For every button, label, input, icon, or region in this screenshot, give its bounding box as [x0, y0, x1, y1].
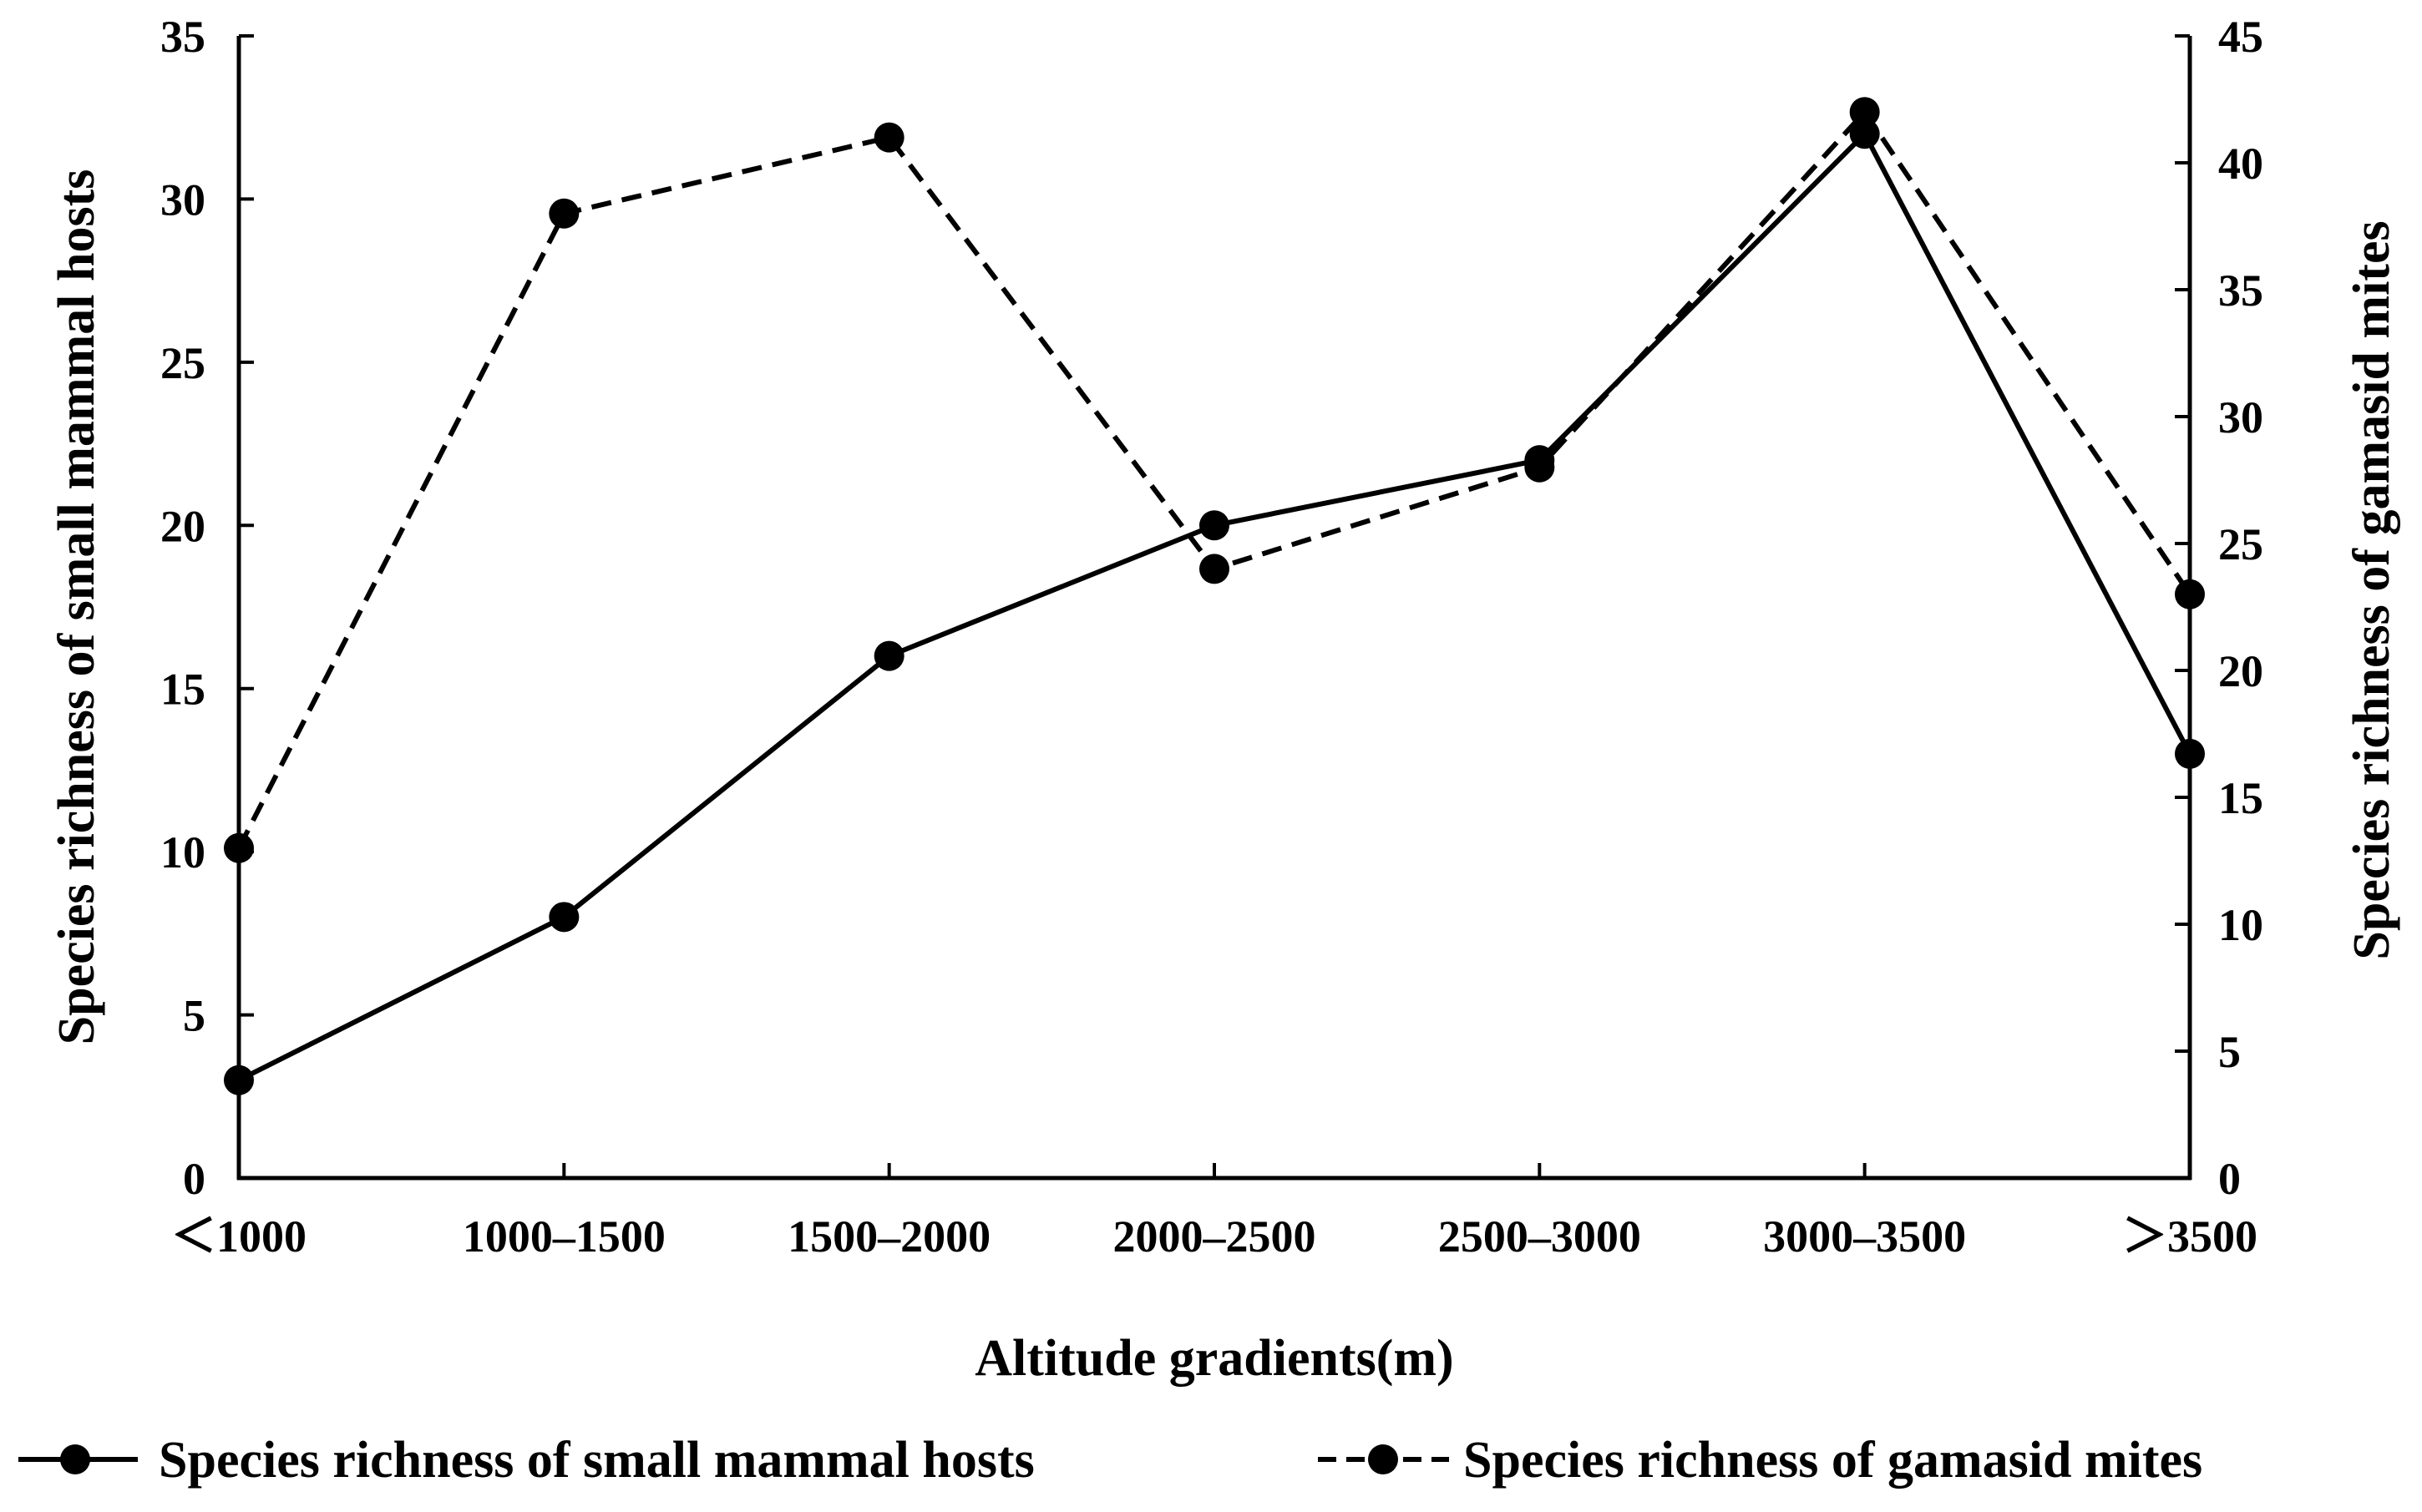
mammal-hosts-point: [874, 640, 904, 671]
gamasid-mites-line: [236, 109, 2192, 850]
x-tick-label: 2000–2500: [1113, 1211, 1316, 1262]
mammal-hosts-point: [224, 1064, 254, 1095]
x-tick-label: 2500–3000: [1438, 1211, 1641, 1262]
right-y-tick-label: 30: [2218, 392, 2263, 442]
x-axis-title: Altitude gradients(m): [975, 1330, 1453, 1387]
x-tick-label: ＞3500: [2122, 1211, 2257, 1262]
series-markers: [224, 97, 2205, 1095]
left-y-tick-label: 5: [183, 991, 205, 1041]
mammal-hosts-point: [1849, 119, 1880, 149]
legend-item-gamasid-mites: Species richness of gamasid mites: [1318, 1432, 2202, 1489]
right-y-tick-label: 5: [2218, 1027, 2241, 1077]
legend-marker-circle: [60, 1444, 90, 1474]
x-tick-label: 1500–2000: [788, 1211, 991, 1262]
series-lines: [236, 109, 2192, 1083]
x-tick-label: 3000–3500: [1763, 1211, 1966, 1262]
legend-marker-circle: [1368, 1444, 1398, 1474]
gamasid-mites-point: [1849, 97, 1880, 128]
left-y-tick-label: 25: [160, 338, 205, 388]
left-y-axis-title: Species richness of small mammal hosts: [48, 169, 105, 1045]
left-y-tick-label: 15: [160, 665, 205, 715]
mammal-hosts-line: [237, 131, 2192, 1083]
right-y-tick-label: 15: [2218, 773, 2263, 823]
mammal-hosts-point: [2175, 738, 2205, 769]
axes: [236, 36, 2192, 1181]
gamasid-mites-point: [224, 832, 254, 863]
right-y-tick-label: 20: [2218, 646, 2263, 696]
left-y-tick-label: 20: [160, 501, 205, 551]
gamasid-mites-point: [2175, 579, 2205, 609]
gamasid-mites-point: [874, 122, 904, 153]
mammal-hosts-point: [549, 902, 580, 933]
right-y-tick-label: 25: [2218, 519, 2263, 569]
right-y-tick-label: 45: [2218, 12, 2263, 62]
right-y-tick-label: 10: [2218, 900, 2263, 950]
left-y-tick-label: 10: [160, 827, 205, 877]
legend-item-mammal-hosts: Species richness of small mammal hosts: [18, 1432, 1035, 1489]
legend-label-mammal-hosts: Species richness of small mammal hosts: [159, 1432, 1035, 1489]
x-tick-label: ＜1000: [171, 1211, 307, 1262]
gamasid-mites-point: [1524, 452, 1555, 483]
gamasid-mites-point: [1199, 554, 1229, 584]
left-y-tick-label: 30: [160, 174, 205, 225]
left-y-tick-label: 35: [160, 12, 205, 62]
right-y-tick-label: 0: [2218, 1154, 2241, 1204]
tick-labels: 0 5 10 15 20 25 30 35 0 5 10 15 20 25 30 35 40 45 ＜1000 100…: [160, 12, 2263, 1262]
right-y-tick-label: 35: [2218, 265, 2263, 316]
right-y-axis-title: Species richness of gamasid mites: [2343, 220, 2400, 959]
x-tick-label: 1000–1500: [463, 1211, 666, 1262]
legend: Species richness of small mammal hosts S…: [18, 1432, 2202, 1489]
tick-marks: [237, 34, 2191, 1180]
gamasid-mites-point: [549, 198, 580, 229]
left-y-tick-label: 0: [183, 1154, 205, 1204]
legend-label-gamasid-mites: Species richness of gamasid mites: [1463, 1432, 2202, 1489]
mammal-hosts-point: [1199, 510, 1229, 541]
right-y-tick-label: 40: [2218, 139, 2263, 189]
